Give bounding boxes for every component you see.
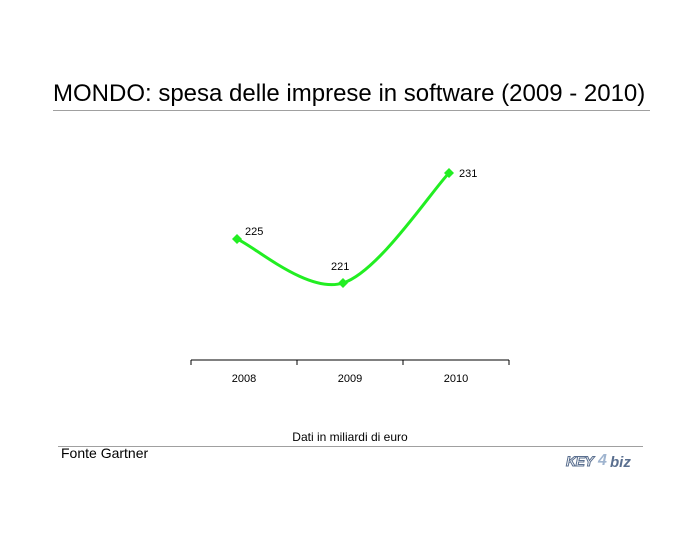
units-footnote: Dati in miliardi di euro: [292, 430, 408, 444]
data-point-marker: [338, 278, 348, 288]
logo-text-key: KEY: [565, 453, 594, 470]
key4biz-logo: KEY 4 biz: [565, 452, 638, 472]
x-tick-label: 2010: [444, 373, 468, 385]
series-layer: [232, 168, 454, 288]
logo-text-4: 4: [598, 452, 607, 469]
source-note: Fonte Gartner: [61, 445, 149, 461]
footer-divider: [58, 446, 643, 447]
x-tick-label: 2008: [232, 373, 256, 385]
x-axis: 2008 2009 2010: [190, 359, 510, 385]
data-label: 231: [459, 168, 477, 180]
chart-title: MONDO: spesa delle imprese in software (…: [53, 80, 646, 107]
title-divider: [53, 110, 650, 111]
data-point-marker: [232, 234, 242, 244]
data-label: 225: [245, 226, 263, 238]
data-point-marker: [444, 168, 454, 178]
label-layer: 225 221 231: [245, 168, 477, 273]
data-label: 221: [331, 261, 349, 273]
x-tick-label: 2009: [338, 373, 362, 385]
logo-text-biz: biz: [610, 454, 631, 471]
